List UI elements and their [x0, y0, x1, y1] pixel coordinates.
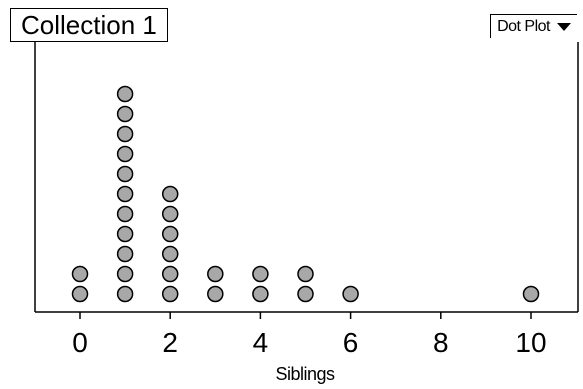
- data-point[interactable]: [71, 265, 89, 283]
- plot-type-label: Dot Plot: [497, 17, 550, 35]
- data-point[interactable]: [161, 205, 179, 223]
- data-point[interactable]: [161, 285, 179, 303]
- data-point[interactable]: [116, 85, 134, 103]
- data-point[interactable]: [522, 285, 540, 303]
- data-point[interactable]: [116, 145, 134, 163]
- data-point[interactable]: [297, 285, 314, 303]
- data-point[interactable]: [297, 265, 314, 283]
- x-tick-label: 0: [72, 327, 88, 358]
- plot-type-dropdown[interactable]: Dot Plot: [490, 14, 577, 38]
- data-point[interactable]: [116, 205, 134, 223]
- x-tick-label: 6: [343, 327, 359, 358]
- data-point[interactable]: [252, 285, 269, 303]
- collection-title-text: Collection 1: [21, 9, 157, 40]
- data-point[interactable]: [116, 185, 134, 203]
- data-point[interactable]: [161, 225, 179, 243]
- data-point[interactable]: [116, 105, 134, 123]
- collection-title: Collection 1: [10, 8, 168, 42]
- x-axis-label: Siblings: [275, 364, 335, 384]
- data-point[interactable]: [71, 285, 89, 303]
- plot-axes: [34, 42, 579, 313]
- data-point[interactable]: [116, 125, 134, 143]
- data-point[interactable]: [342, 285, 359, 303]
- x-tick-label: 10: [515, 327, 546, 358]
- data-point[interactable]: [207, 265, 224, 283]
- data-point[interactable]: [116, 225, 134, 243]
- data-point[interactable]: [207, 285, 224, 303]
- data-point[interactable]: [116, 285, 134, 303]
- x-axis-ticks: 0 2 4 6 8 10: [72, 312, 547, 358]
- data-point[interactable]: [252, 265, 269, 283]
- data-point[interactable]: [161, 185, 179, 203]
- data-point[interactable]: [161, 245, 179, 263]
- dot-series: [71, 85, 540, 303]
- dropdown-arrow-icon: [557, 22, 571, 31]
- x-tick-label: 2: [162, 327, 178, 358]
- data-point[interactable]: [116, 265, 134, 283]
- data-point[interactable]: [116, 245, 134, 263]
- x-tick-label: 4: [253, 327, 269, 358]
- data-point[interactable]: [161, 265, 179, 283]
- x-tick-label: 8: [433, 327, 449, 358]
- data-point[interactable]: [116, 165, 134, 183]
